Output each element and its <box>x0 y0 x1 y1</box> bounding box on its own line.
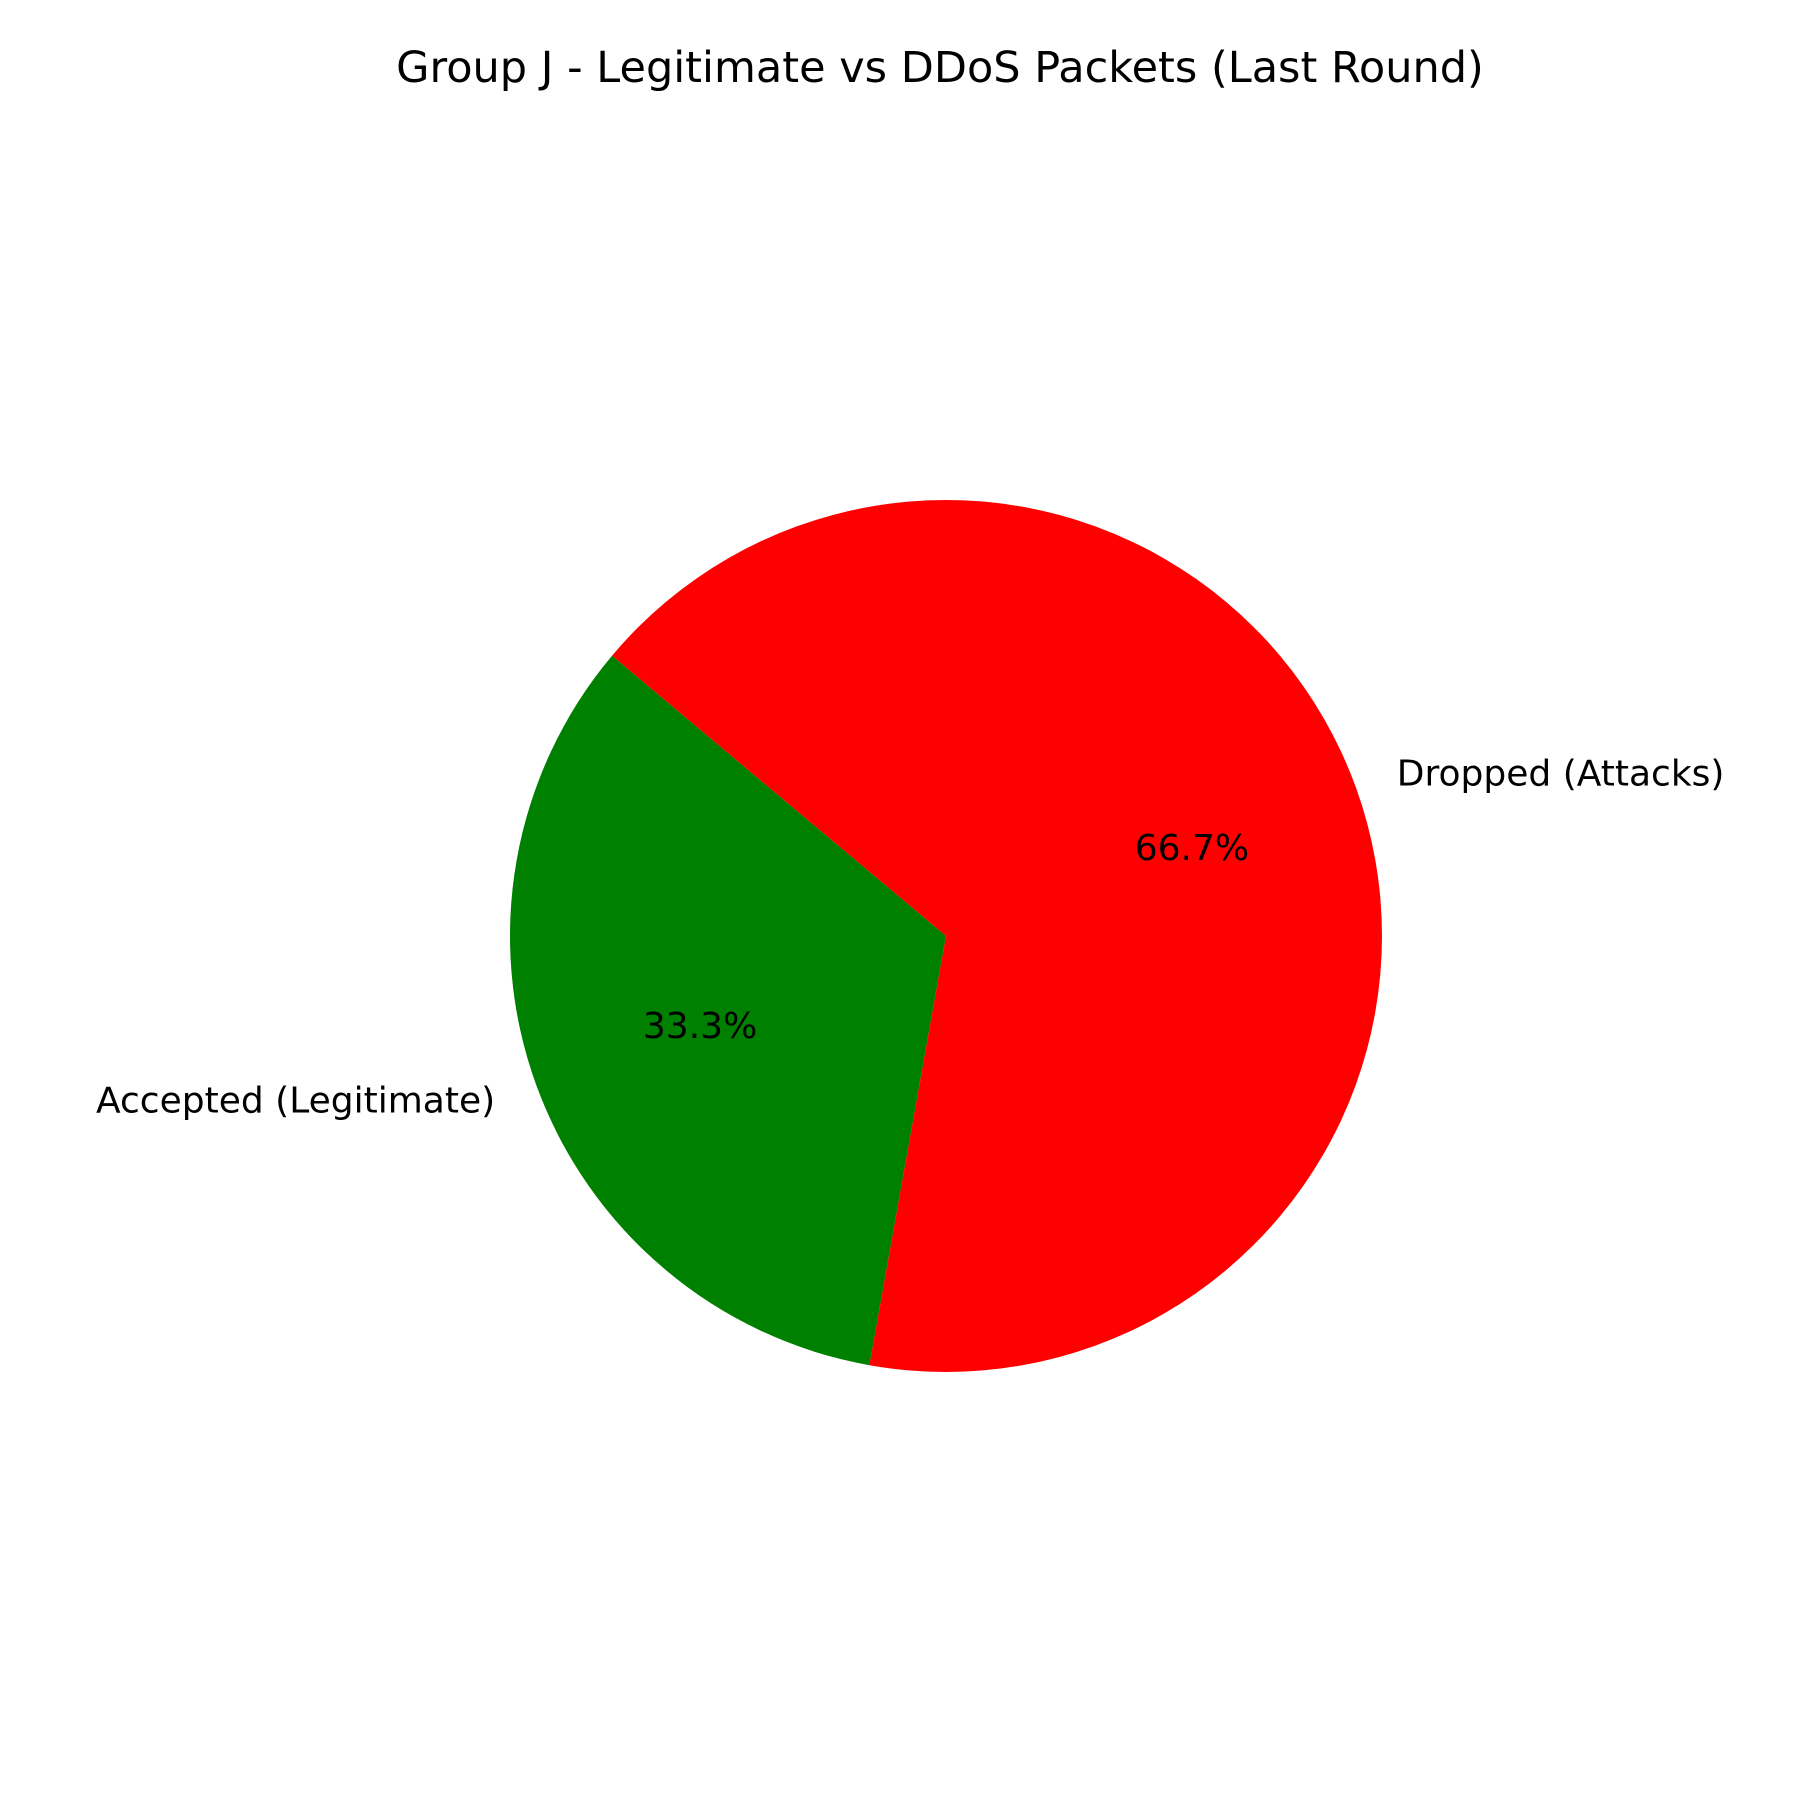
pie-slice-1 <box>612 500 1382 1373</box>
pie-slice-label-1: Dropped (Attacks) <box>1397 753 1725 794</box>
pie-slice-pct-label-0: 33.3% <box>643 1006 757 1047</box>
pie-slices <box>509 500 1382 1373</box>
pie-labels: 33.3% Accepted (Legitimate) 66.7% Dropped (… <box>96 753 1724 1121</box>
pie-slice-label-0: Accepted (Legitimate) <box>96 1081 495 1122</box>
chart-title: Group J - Legitimate vs DDoS Packets (La… <box>396 43 1484 93</box>
pie-slice-pct-label-1: 66.7% <box>1135 828 1249 869</box>
pie-slice-0 <box>509 655 946 1366</box>
